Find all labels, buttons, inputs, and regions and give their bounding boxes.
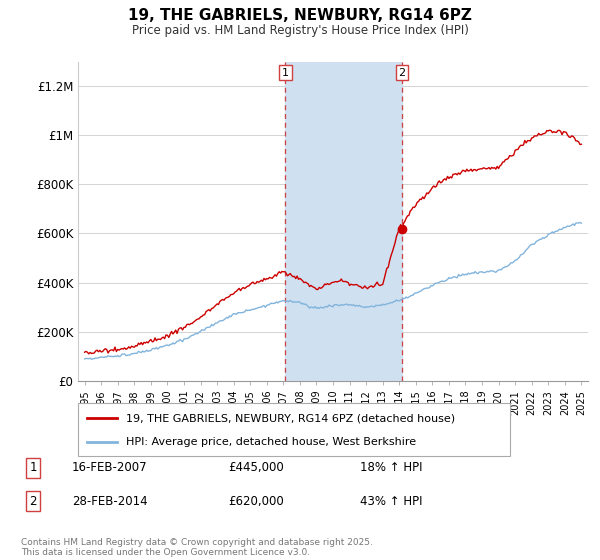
Text: 2: 2 [398,68,406,78]
Text: 19, THE GABRIELS, NEWBURY, RG14 6PZ (detached house): 19, THE GABRIELS, NEWBURY, RG14 6PZ (det… [125,413,455,423]
Text: £620,000: £620,000 [228,494,284,508]
Text: HPI: Average price, detached house, West Berkshire: HPI: Average price, detached house, West… [125,436,416,446]
Text: 43% ↑ HPI: 43% ↑ HPI [360,494,422,508]
FancyBboxPatch shape [78,403,510,456]
Text: 19, THE GABRIELS, NEWBURY, RG14 6PZ: 19, THE GABRIELS, NEWBURY, RG14 6PZ [128,8,472,24]
Text: Contains HM Land Registry data © Crown copyright and database right 2025.
This d: Contains HM Land Registry data © Crown c… [21,538,373,557]
Text: 18% ↑ HPI: 18% ↑ HPI [360,461,422,474]
Text: 28-FEB-2014: 28-FEB-2014 [72,494,148,508]
Bar [286,62,402,381]
Text: 2: 2 [29,494,37,508]
Text: £445,000: £445,000 [228,461,284,474]
Text: 1: 1 [29,461,37,474]
Text: 1: 1 [282,68,289,78]
Text: 16-FEB-2007: 16-FEB-2007 [72,461,148,474]
Text: Price paid vs. HM Land Registry's House Price Index (HPI): Price paid vs. HM Land Registry's House … [131,24,469,36]
